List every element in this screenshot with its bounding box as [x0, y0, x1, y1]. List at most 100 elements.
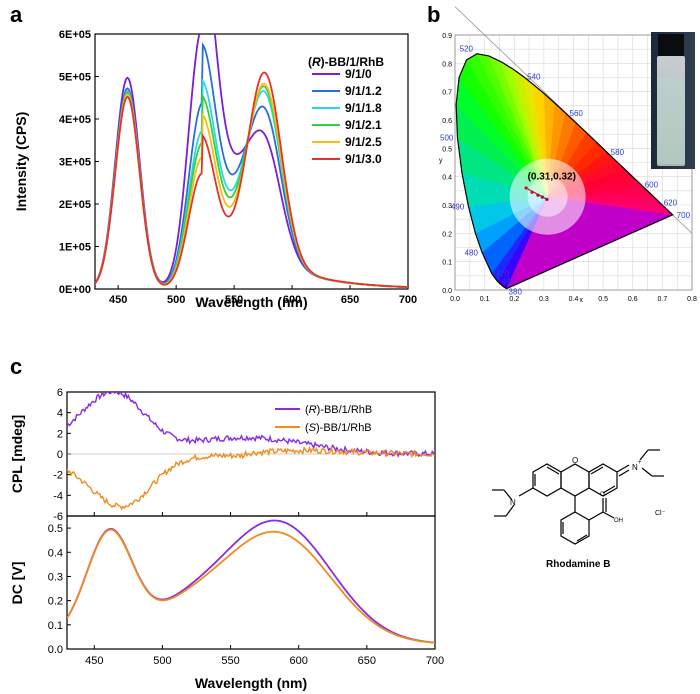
- cpl-series-0: [67, 392, 435, 458]
- panel-b-ylabel: y: [439, 158, 443, 165]
- xanthene-o-label: O: [572, 456, 578, 465]
- iminium-n-label: N: [632, 463, 638, 472]
- dc-xtick-label: 500: [153, 655, 171, 667]
- a-series-9/1/3.0: [95, 71, 408, 288]
- center-ring: [560, 463, 590, 497]
- b-locus-label: 500: [440, 134, 454, 143]
- b-locus-label: 460: [502, 278, 516, 287]
- a-xtick-label: 450: [109, 294, 127, 306]
- b-locus-label: 580: [611, 148, 625, 157]
- bond: [576, 534, 588, 542]
- bond: [505, 504, 515, 517]
- a-xtick-label: 650: [341, 294, 359, 306]
- dc-xtick-label: 450: [85, 655, 103, 667]
- right-ring: [588, 463, 618, 497]
- b-ytick-label: 0.1: [442, 260, 452, 267]
- a-xtick-label: 700: [399, 294, 417, 306]
- bond: [602, 511, 615, 519]
- dc-ytick-label: 0.2: [48, 596, 63, 608]
- rhodamine-b-caption: Rhodamine B: [546, 559, 610, 570]
- panel-a-letter: a: [10, 2, 23, 27]
- b-xtick-label: 0.2: [509, 296, 519, 303]
- cpl-legend-italic: S: [309, 422, 317, 434]
- bond: [618, 469, 630, 477]
- a-legend-label: 9/1/1.8: [345, 101, 382, 115]
- cpl-ytick-label: 0: [57, 449, 63, 461]
- b-ytick-label: 0.6: [442, 118, 452, 125]
- a-ytick-label: 3E+05: [59, 157, 91, 169]
- panel-a-ylabel: Intensity (CPS): [13, 112, 29, 212]
- panel-b-xlabel: x: [579, 297, 583, 304]
- bond: [641, 467, 653, 477]
- a-xtick-label: 500: [167, 294, 185, 306]
- vial-cap: [658, 34, 684, 56]
- dc-ytick-label: 0.3: [48, 571, 63, 583]
- bond: [503, 489, 513, 501]
- b-ytick-label: 0.2: [442, 231, 452, 238]
- b-locus-label: 600: [645, 180, 659, 189]
- carbonyl-o-label: O: [600, 492, 605, 498]
- b-ytick-label: 0.8: [442, 61, 452, 68]
- dc-xtick-label: 550: [221, 655, 239, 667]
- dc-ytick-label: 0.1: [48, 620, 63, 632]
- b-ytick-label: 0.3: [442, 203, 452, 210]
- a-legend-label: 9/1/0: [345, 67, 372, 81]
- rhodamine-b-structure: [492, 449, 664, 545]
- panel-a-xlabel: Wavelength (nm): [195, 294, 307, 310]
- a-ytick-label: 1E+05: [59, 242, 91, 254]
- b-ytick-label: 0.5: [442, 146, 452, 153]
- a-ytick-label: 6E+05: [59, 29, 91, 41]
- cpl-ytick-label: -2: [53, 470, 63, 482]
- b-trend-line: [525, 187, 548, 200]
- a-legend-label: 9/1/2.5: [345, 135, 382, 149]
- panel-c-letter: c: [10, 354, 22, 379]
- bond: [616, 464, 630, 473]
- dc-frame: [66, 515, 436, 650]
- a-series-9/1/1.2: [95, 41, 408, 289]
- cpl-ytick-label: -6: [53, 511, 63, 523]
- cpl-legend-prefix: (: [305, 422, 309, 434]
- b-ytick-label: 0.0: [442, 288, 452, 295]
- dc-xtick-label: 600: [290, 655, 308, 667]
- b-locus-outline: [455, 53, 674, 290]
- iminium-plus: +: [638, 460, 642, 466]
- cpl-ytick-label: 6: [57, 387, 63, 399]
- b-locus-label: 480: [465, 248, 479, 257]
- chloride-label: Cl⁻: [655, 510, 666, 517]
- b-locus-label: 560: [570, 109, 584, 118]
- cpl-ytick-label: 4: [57, 408, 63, 420]
- vial-liquid: [657, 78, 685, 164]
- panel-c-dc-chart: 0.0 0.1 0.2 0.3 0.4 0.5 450 500 550 600 650 700 Wav…: [9, 515, 444, 691]
- vial-photo: [651, 32, 695, 169]
- panel-a-legend-title: (R)-BB/1/RhB: [308, 55, 384, 69]
- cpl-legend-label: (R)-BB/1/RhB: [305, 404, 372, 416]
- cpl-series-1: [67, 445, 435, 511]
- dc-ytick-label: 0.4: [48, 547, 63, 559]
- b-locus-label: 520: [460, 45, 474, 54]
- dc-ylabel: DC [V]: [9, 562, 25, 605]
- rhodamine-labels: O N N + Cl⁻ O OH Rhodamine B: [510, 456, 666, 570]
- dc-xtick-label: 650: [358, 655, 376, 667]
- bond: [590, 466, 604, 475]
- dc-xlabel: Wavelength (nm): [195, 675, 307, 691]
- bond: [602, 485, 616, 494]
- b-xtick-label: 0.1: [480, 296, 490, 303]
- b-xtick-label: 0.7: [658, 296, 668, 303]
- amine-n-label: N: [510, 498, 516, 507]
- bond: [588, 511, 604, 521]
- panel-a-chart: 450 500 550 600 650 700 0E+00 1E+05 2E+05 3E+05 4E…: [13, 29, 417, 310]
- cpl-legend-suffix: )-BB/1/RhB: [317, 404, 373, 416]
- left-ring: [532, 463, 562, 497]
- dc-ytick-label: 0.0: [48, 644, 63, 656]
- b-locus-label: 700: [677, 211, 691, 220]
- a-legend-label: 9/1/1.2: [345, 84, 382, 98]
- b-locus-label: 470: [496, 270, 510, 279]
- a-ytick-label: 2E+05: [59, 199, 91, 211]
- phenyl-ring: [560, 511, 590, 545]
- cpl-legend-suffix: )-BB/1/RhB: [316, 422, 372, 434]
- b-xtick-label: 0.8: [687, 296, 697, 303]
- panel-b-annotation: (0.31,0.32): [528, 172, 576, 183]
- cpl-legend-prefix: (: [305, 404, 309, 416]
- hydroxyl-label: OH: [614, 518, 623, 524]
